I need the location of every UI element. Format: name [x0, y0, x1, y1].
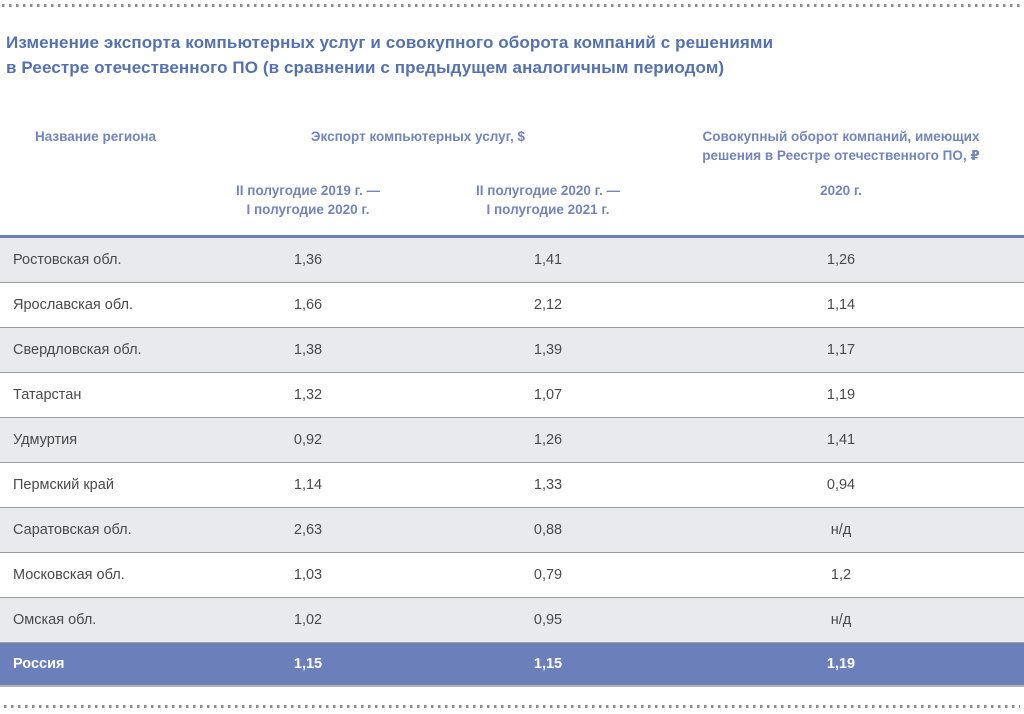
- value-cell: 1,26: [533, 432, 563, 448]
- value-cell: 1,14: [826, 297, 856, 313]
- table-row: Ростовская обл. 1,36 1,41 1,26: [0, 238, 1024, 283]
- value-cell: 1,66: [293, 297, 323, 313]
- column-group-turnover: Совокупный оборот компаний, имеющих реше…: [658, 127, 1024, 165]
- region-cell: Татарстан: [13, 387, 82, 403]
- value-cell: 1,19: [826, 387, 856, 403]
- value-cell: 1,38: [293, 342, 323, 358]
- value-cell: н/д: [830, 522, 852, 538]
- region-cell: Саратовская обл.: [13, 522, 132, 538]
- region-cell: Московская обл.: [13, 567, 125, 583]
- value-cell: 0,94: [826, 477, 856, 493]
- column-header-export-period-1: II полугодие 2019 г. — I полугодие 2020 …: [178, 172, 438, 219]
- value-cell: 2,12: [533, 297, 563, 313]
- table-body: Ростовская обл. 1,36 1,41 1,26 Ярославск…: [0, 238, 1024, 687]
- value-cell: 1,32: [293, 387, 323, 403]
- value-cell: 1,02: [293, 612, 323, 628]
- table-row: Пермский край 1,14 1,33 0,94: [0, 463, 1024, 508]
- column-group-turnover-label: Совокупный оборот компаний, имеющих реше…: [702, 129, 980, 163]
- table-row: Россия 1,15 1,15 1,19: [0, 643, 1024, 687]
- region-cell: Ростовская обл.: [13, 252, 122, 268]
- export-period-2-line-1: II полугодие 2020 г. —: [476, 183, 620, 198]
- value-cell: 0,79: [533, 567, 563, 583]
- value-cell: 1,17: [826, 342, 856, 358]
- table-row: Московская обл. 1,03 0,79 1,2: [0, 553, 1024, 598]
- region-cell: Пермский край: [13, 477, 114, 493]
- value-cell: 1,03: [293, 567, 323, 583]
- page-title-line-1: Изменение экспорта компьютерных услуг и …: [6, 33, 774, 52]
- table-row: Удмуртия 0,92 1,26 1,41: [0, 418, 1024, 463]
- value-cell: 1,07: [533, 387, 563, 403]
- value-cell: 1,26: [826, 252, 856, 268]
- column-group-export: Экспорт компьютерных услуг, $: [310, 129, 526, 144]
- page-title: Изменение экспорта компьютерных услуг и …: [6, 30, 1024, 80]
- table-header: Название региона Экспорт компьютерных ус…: [0, 127, 1024, 219]
- table-row: Омская обл. 1,02 0,95 н/д: [0, 598, 1024, 643]
- table-row: Ярославская обл. 1,66 2,12 1,14: [0, 283, 1024, 328]
- value-cell: 2,63: [293, 522, 323, 538]
- column-header-region: Название региона: [34, 129, 157, 144]
- export-period-1-line-1: II полугодие 2019 г. —: [236, 183, 380, 198]
- top-dotted-divider: [2, 4, 1022, 7]
- value-cell: 1,14: [293, 477, 323, 493]
- value-cell: 1,39: [533, 342, 563, 358]
- value-cell: 1,15: [293, 656, 323, 672]
- region-cell: Россия: [13, 656, 65, 672]
- region-cell: Ярославская обл.: [13, 297, 133, 313]
- column-header-turnover-period: 2020 г.: [820, 183, 862, 198]
- column-header-export-period-2: II полугодие 2020 г. — I полугодие 2021 …: [438, 172, 658, 219]
- page-title-line-2: в Реестре отечественного ПО (в сравнении…: [6, 58, 725, 77]
- value-cell: 1,36: [293, 252, 323, 268]
- region-cell: Удмуртия: [13, 432, 78, 448]
- region-cell: Омская обл.: [13, 612, 97, 628]
- value-cell: 1,2: [830, 567, 852, 583]
- data-table: Ростовская обл. 1,36 1,41 1,26 Ярославск…: [0, 235, 1024, 687]
- value-cell: 0,92: [293, 432, 323, 448]
- export-period-1-line-2: I полугодие 2020 г.: [246, 202, 370, 217]
- table-row: Свердловская обл. 1,38 1,39 1,17: [0, 328, 1024, 373]
- value-cell: 0,95: [533, 612, 563, 628]
- region-cell: Свердловская обл.: [13, 342, 142, 358]
- table-row: Саратовская обл. 2,63 0,88 н/д: [0, 508, 1024, 553]
- value-cell: 0,88: [533, 522, 563, 538]
- value-cell: 1,41: [826, 432, 856, 448]
- export-period-2-line-2: I полугодие 2021 г.: [486, 202, 610, 217]
- bottom-dotted-divider: [4, 705, 1020, 708]
- value-cell: 1,41: [533, 252, 563, 268]
- value-cell: н/д: [830, 612, 852, 628]
- value-cell: 1,15: [533, 656, 563, 672]
- value-cell: 1,33: [533, 477, 563, 493]
- table-row: Татарстан 1,32 1,07 1,19: [0, 373, 1024, 418]
- value-cell: 1,19: [826, 656, 856, 672]
